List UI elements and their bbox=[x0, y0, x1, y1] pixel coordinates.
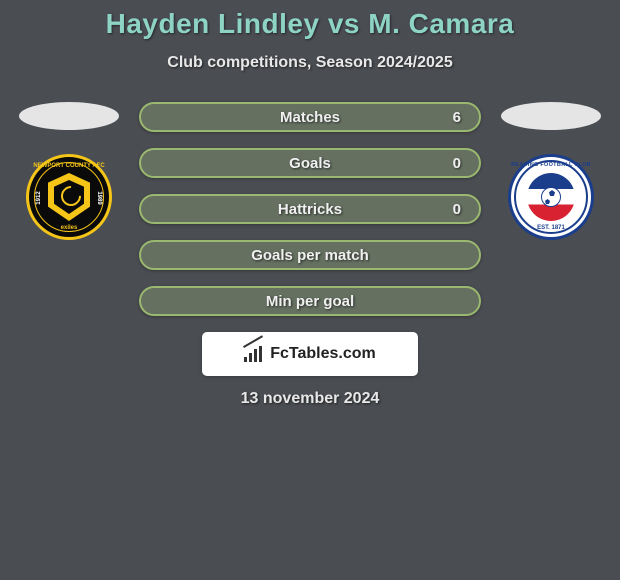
subtitle: Club competitions, Season 2024/2025 bbox=[0, 54, 620, 72]
stat-pill-hattricks: Hattricks 0 bbox=[139, 194, 481, 224]
badge-left-shield-outer bbox=[48, 173, 90, 221]
stat-label: Goals bbox=[141, 155, 479, 172]
badge-left-shield-inner bbox=[54, 180, 84, 214]
club-badge-left: NEWPORT COUNTY AFC 1912 1989 exiles bbox=[26, 154, 112, 240]
stat-label: Goals per match bbox=[141, 247, 479, 264]
stat-pill-goals-per-match: Goals per match bbox=[139, 240, 481, 270]
stat-value-right: 6 bbox=[453, 109, 461, 126]
stats-column: Matches 6 Goals 0 Hattricks 0 Goals per … bbox=[139, 102, 481, 316]
footer: FcTables.com 13 november 2024 bbox=[0, 332, 620, 408]
stat-label: Min per goal bbox=[141, 293, 479, 310]
date-label: 13 november 2024 bbox=[241, 390, 380, 408]
badge-right-text-top: READING FOOTBALL CLUB bbox=[511, 162, 591, 168]
player-right-photo bbox=[501, 102, 601, 130]
player-left-column: NEWPORT COUNTY AFC 1912 1989 exiles bbox=[17, 102, 121, 240]
stat-value-right: 0 bbox=[453, 201, 461, 218]
stat-value-right: 0 bbox=[453, 155, 461, 172]
stat-pill-matches: Matches 6 bbox=[139, 102, 481, 132]
stat-label: Hattricks bbox=[141, 201, 479, 218]
club-badge-right: READING FOOTBALL CLUB EST. 1871 bbox=[508, 154, 594, 240]
football-icon bbox=[541, 187, 561, 207]
bar-chart-icon bbox=[244, 346, 264, 362]
badge-right-inner bbox=[527, 173, 575, 221]
player-left-photo bbox=[19, 102, 119, 130]
comparison-card: Hayden Lindley vs M. Camara Club competi… bbox=[0, 0, 620, 408]
badge-left-text-bottom: exiles bbox=[29, 225, 109, 231]
badge-right-text-bottom: EST. 1871 bbox=[511, 225, 591, 231]
stat-pill-min-per-goal: Min per goal bbox=[139, 286, 481, 316]
stat-label: Matches bbox=[141, 109, 479, 126]
watermark-text: FcTables.com bbox=[270, 345, 376, 363]
player-right-column: READING FOOTBALL CLUB EST. 1871 bbox=[499, 102, 603, 240]
main-row: NEWPORT COUNTY AFC 1912 1989 exiles Matc… bbox=[0, 102, 620, 316]
page-title: Hayden Lindley vs M. Camara bbox=[0, 8, 620, 40]
watermark[interactable]: FcTables.com bbox=[202, 332, 418, 376]
stat-pill-goals: Goals 0 bbox=[139, 148, 481, 178]
